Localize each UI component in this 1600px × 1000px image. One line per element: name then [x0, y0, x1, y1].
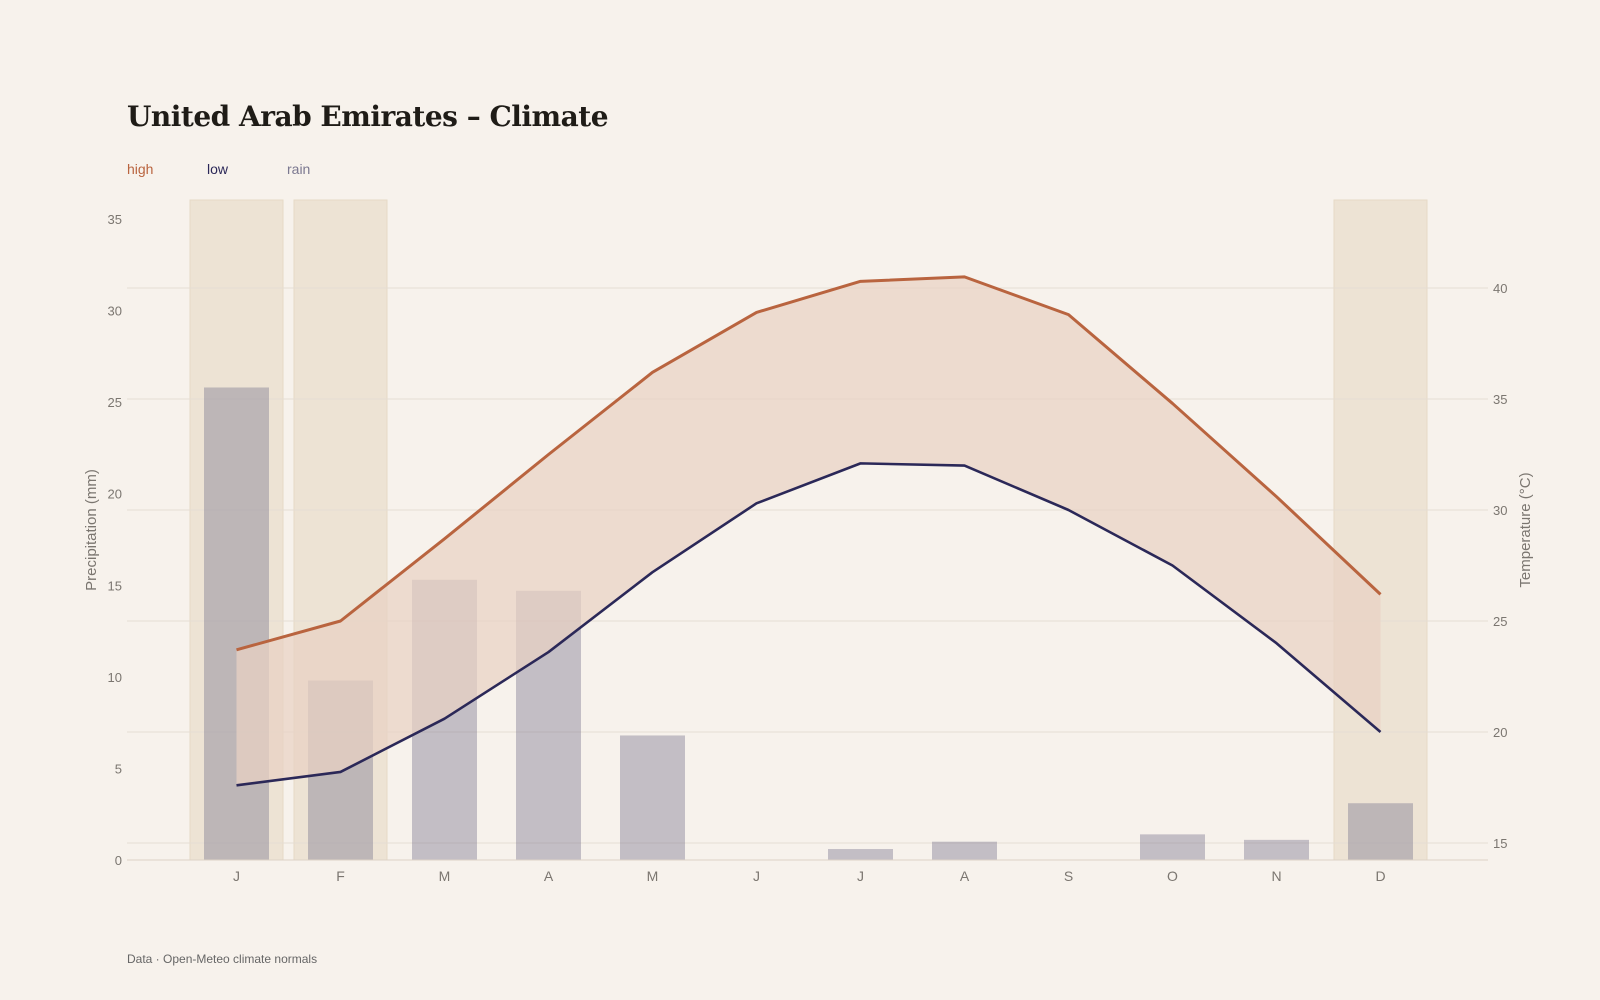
- left-tick-label: 15: [108, 578, 122, 593]
- left-tick-label: 0: [115, 853, 122, 868]
- data-source: Data · Open-Meteo climate normals: [127, 952, 318, 966]
- axes: 0 5 10 15 20 25 30 35 15 20 25 30 35 40 J F M A M J J A S O N D Pr…: [83, 212, 1534, 884]
- temperature-range-band: [236, 276, 1381, 786]
- legend: high low rain: [127, 161, 367, 177]
- left-tick-label: 35: [108, 212, 122, 227]
- right-tick-label: 15: [1493, 836, 1507, 851]
- x-tick-label: S: [1064, 868, 1073, 884]
- left-tick-label: 25: [108, 395, 122, 410]
- right-tick-label: 25: [1493, 614, 1507, 629]
- right-axis-title: Temperature (°C): [1517, 472, 1534, 587]
- rain-bar: [932, 841, 997, 860]
- right-tick-label: 30: [1493, 503, 1507, 518]
- highlight-D: [1333, 199, 1428, 861]
- left-axis-title: Precipitation (mm): [83, 469, 100, 591]
- rain-bar: [620, 735, 685, 860]
- legend-high: high: [127, 161, 154, 177]
- x-tick-label: A: [960, 868, 970, 884]
- rain-bar: [1348, 803, 1413, 860]
- right-tick-label: 20: [1493, 725, 1507, 740]
- x-tick-label: J: [753, 868, 760, 884]
- temperature-band: [236, 276, 1381, 786]
- x-tick-label: A: [544, 868, 554, 884]
- low-line: [236, 462, 1382, 787]
- x-tick-label: N: [1271, 868, 1281, 884]
- legend-rain: rain: [287, 161, 311, 177]
- x-tick-label: J: [233, 868, 240, 884]
- x-tick-label: M: [439, 868, 451, 884]
- rain-bar: [828, 849, 893, 860]
- right-tick-label: 40: [1493, 281, 1507, 296]
- high-line: [236, 275, 1382, 652]
- left-tick-label: 10: [108, 670, 122, 685]
- legend-low: low: [207, 161, 229, 177]
- temperature-lines: [236, 275, 1382, 787]
- left-tick-label: 20: [108, 487, 122, 502]
- x-tick-label: O: [1167, 868, 1178, 884]
- rain-bar: [204, 387, 269, 860]
- right-tick-label: 35: [1493, 392, 1507, 407]
- rain-bar: [1140, 834, 1205, 860]
- left-tick-label: 30: [108, 304, 122, 319]
- chart-title: United Arab Emirates – Climate: [127, 100, 609, 133]
- x-tick-label: M: [647, 868, 659, 884]
- left-tick-label: 5: [115, 761, 122, 776]
- rain-bar: [1244, 839, 1309, 860]
- x-tick-label: J: [857, 868, 864, 884]
- x-tick-label: F: [336, 868, 345, 884]
- x-tick-label: D: [1375, 868, 1385, 884]
